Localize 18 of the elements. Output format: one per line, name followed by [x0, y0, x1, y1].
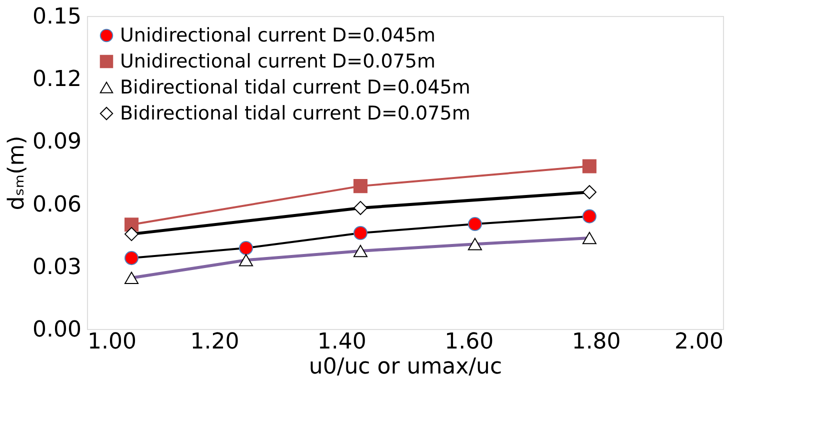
x-tick-label: 1.00 [88, 330, 136, 354]
legend-label: Bidirectional tidal current D=0.045m [120, 76, 470, 98]
y-tick-label: 0.09 [32, 130, 82, 155]
x-axis-title: u0/uc or umax/uc [308, 354, 502, 380]
x-tick-label: 1.60 [444, 330, 494, 354]
x-tick-label: 2.00 [674, 330, 724, 354]
y-tick-label: 0.15 [32, 4, 82, 30]
y-tick-label: 0.12 [32, 67, 82, 92]
y-tick-label: 0.00 [32, 318, 82, 342]
legend-label: Unidirectional current D=0.075m [120, 50, 436, 72]
y-tick-label: 0.06 [32, 192, 82, 218]
y-axis-title: dₛₘ(m) [4, 136, 30, 210]
legend-label: Unidirectional current D=0.045m [120, 24, 436, 46]
x-tick-label: 1.20 [190, 330, 240, 354]
x-tick-label: 1.80 [572, 330, 621, 354]
y-tick-label: 0.03 [32, 254, 82, 280]
legend-label: Bidirectional tidal current D=0.075m [120, 102, 470, 124]
x-tick-label: 1.40 [317, 330, 366, 354]
